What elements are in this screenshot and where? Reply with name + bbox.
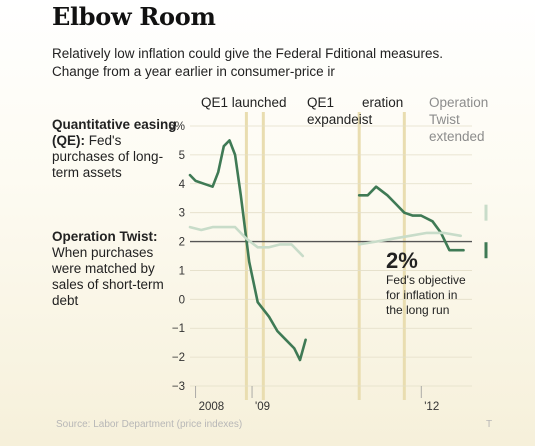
goal-label-line3: the long run — [386, 303, 449, 317]
legend-quantitative-easing: Quantitative easing (QE): Fed's purchase… — [52, 117, 182, 181]
series-line-4 — [357, 231, 462, 246]
legend-qe-description: Fed's purchases of long-term assets — [52, 133, 164, 180]
annotation-qe1-expanded-line1: QE1 — [307, 95, 334, 110]
y-tick-label-7: 4 — [179, 179, 186, 191]
series-line-2 — [188, 225, 305, 258]
corner-mark: T — [486, 419, 492, 430]
legend-ot-heading: Operation Twist: — [52, 229, 158, 244]
y-tick-label-9: 6% — [168, 121, 185, 133]
x-tick-label-2: '12 — [424, 401, 439, 413]
goal-label-line2: for inflation in — [386, 288, 457, 302]
chart-subtitle-line2: Change from a year earlier in consumer-p… — [52, 64, 335, 79]
y-tick-label-5: 2 — [179, 237, 185, 249]
y-tick-label-1: −2 — [172, 352, 185, 364]
x-tick-label-1: '09 — [255, 401, 270, 413]
chart-title: Elbow Room — [52, 2, 216, 31]
y-tick-label-6: 3 — [179, 208, 185, 220]
x-tick-label-0: 2008 — [199, 401, 225, 413]
source-note: Source: Labor Department (price indexes) — [56, 419, 242, 430]
chart-subtitle-line1: Relatively low inflation could give the … — [52, 46, 443, 61]
y-tick-label-8: 5 — [179, 150, 185, 162]
annotation-twist-line2: Twist — [429, 112, 460, 127]
y-tick-label-4: 1 — [179, 265, 185, 277]
annotation-qe1-launched: QE1 launched — [201, 95, 287, 110]
y-tick-label-2: −1 — [172, 323, 185, 335]
legend-ot-description: When purchases were matched by sales of … — [52, 245, 164, 308]
y-tick-label-0: −3 — [172, 381, 185, 393]
annotation-twist-line3: extended — [429, 129, 485, 144]
legend-operation-twist: Operation Twist: When purchases were mat… — [52, 229, 182, 309]
annotation-qe1-expanded-line1b: eration — [362, 95, 403, 110]
annotation-twist-line1: Operation — [429, 95, 488, 110]
series-line-3 — [357, 185, 465, 252]
goal-label-line1: Fed's objective — [386, 273, 466, 287]
legend-qe-heading: Quantitative easing (QE): — [52, 117, 177, 148]
series-line-1 — [188, 139, 307, 362]
annotation-qe1-expanded-line2: expandeist — [307, 112, 373, 127]
y-tick-label-3: 0 — [179, 294, 185, 306]
goal-value: 2% — [386, 248, 418, 273]
